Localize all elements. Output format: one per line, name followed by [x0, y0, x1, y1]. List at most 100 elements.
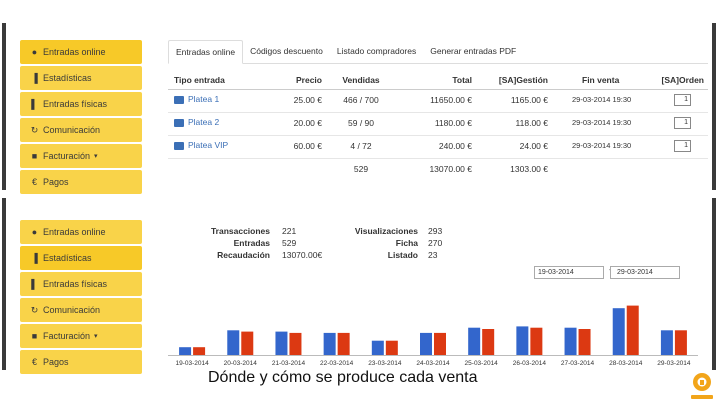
sidebar-item-label: Estadísticas: [43, 253, 92, 263]
sidebar-bottom-item-3[interactable]: ↻ Comunicación: [20, 298, 142, 322]
stat-label: Listado: [387, 250, 418, 260]
sidebar-item-label: Comunicación: [43, 125, 101, 135]
sidebar-item-label: Entradas online: [43, 227, 106, 237]
orden-input[interactable]: 1: [674, 94, 691, 106]
stat-label: Transacciones: [210, 226, 270, 236]
tab-codigos-descuento[interactable]: Códigos descuento: [250, 46, 323, 56]
right-divider-bottom: [712, 198, 716, 370]
tipo-cell[interactable]: Platea 1: [174, 94, 219, 104]
sidebar-item-label: Estadísticas: [43, 73, 92, 83]
header-total[interactable]: Total: [452, 75, 472, 85]
tab-listado-compradores[interactable]: Listado compradores: [336, 46, 417, 56]
header-fin-venta[interactable]: Fin venta: [582, 75, 620, 85]
sidebar-item-label: Entradas físicas: [43, 279, 108, 289]
sidebar-top-item-5[interactable]: € Pagos: [20, 170, 142, 194]
edit-icon[interactable]: [174, 118, 184, 127]
header-vendidas[interactable]: Vendidas: [342, 75, 380, 85]
bar-22-03-2014-series-1[interactable]: [337, 332, 350, 355]
bar-29-03-2014-series-0[interactable]: [660, 330, 673, 355]
header-precio[interactable]: Precio: [296, 75, 322, 85]
x-tick-label: 29-03-2014: [657, 360, 691, 367]
refresh-icon: ↻: [30, 304, 39, 315]
bar-26-03-2014-series-1[interactable]: [530, 327, 543, 355]
tab-entradas-online[interactable]: Entradas online: [168, 40, 244, 64]
slide-caption: Dónde y cómo se produce cada venta: [208, 369, 478, 386]
globe-icon: ●: [31, 47, 38, 57]
sidebar-item-label: Entradas físicas: [43, 99, 108, 109]
sidebar-top-item-0[interactable]: ● Entradas online: [20, 40, 142, 64]
gestion-cell: 1165.00 €: [510, 95, 548, 105]
x-tick-label: 19-03-2014: [175, 360, 209, 367]
bar-25-03-2014-series-1[interactable]: [482, 329, 495, 355]
inbox-icon: ■: [31, 151, 38, 161]
bar-28-03-2014-series-0[interactable]: [612, 308, 625, 355]
sidebar-top-item-3[interactable]: ↻ Comunicación: [20, 118, 142, 142]
bar-20-03-2014-series-0[interactable]: [227, 330, 240, 355]
sidebar-item-label: Comunicación: [43, 305, 101, 315]
bar-28-03-2014-series-1[interactable]: [626, 305, 639, 355]
table-row: Platea VIP 60.00 € 4 / 72 240.00 € 24.00…: [168, 136, 708, 159]
sidebar-top-item-1[interactable]: ▐ Estadísticas: [20, 66, 142, 90]
sidebar-top: ● Entradas online ▐ Estadísticas ▌ Entradas f…: [20, 40, 142, 196]
header-gestion[interactable]: [SA]Gestión: [498, 75, 548, 85]
tipo-cell[interactable]: Platea 2: [174, 117, 219, 127]
bar-19-03-2014-series-0[interactable]: [179, 347, 192, 355]
bar-22-03-2014-series-0[interactable]: [323, 332, 336, 355]
orden-input[interactable]: 1: [674, 140, 691, 152]
ticket-table: Tipo entrada Precio Vendidas Total [SA]G…: [168, 70, 708, 182]
table-row: Platea 1 25.00 € 466 / 700 11650.00 € 11…: [168, 90, 708, 113]
gestion-cell: 118.00 €: [515, 118, 548, 128]
bar-29-03-2014-series-1[interactable]: [674, 330, 687, 355]
sidebar-bottom: ● Entradas online ▐ Estadísticas ▌ Entradas f…: [20, 220, 142, 376]
date-from-input[interactable]: 19-03-2014: [534, 266, 604, 279]
table-row: Platea 2 20.00 € 59 / 90 1180.00 € 118.0…: [168, 113, 708, 136]
refresh-icon: ↻: [30, 124, 39, 135]
header-tipo[interactable]: Tipo entrada: [174, 75, 225, 85]
x-tick-label: 28-03-2014: [609, 360, 643, 367]
euro-icon: €: [31, 177, 37, 187]
fin-venta-cell: 29-03-2014 19:30: [572, 141, 632, 150]
chevron-down-icon: ▾: [94, 333, 98, 340]
sidebar-bottom-item-0[interactable]: ● Entradas online: [20, 220, 142, 244]
bar-23-03-2014-series-0[interactable]: [371, 340, 384, 355]
x-tick-label: 27-03-2014: [561, 360, 595, 367]
tab-generar-pdf[interactable]: Generar entradas PDF: [430, 46, 517, 56]
sidebar-bottom-item-2[interactable]: ▌ Entradas físicas: [20, 272, 142, 296]
stat-value: 529: [282, 238, 297, 248]
date-to-input[interactable]: 29-03-2014: [610, 266, 680, 279]
bar-27-03-2014-series-1[interactable]: [578, 329, 591, 355]
bar-21-03-2014-series-1[interactable]: [289, 332, 302, 355]
orden-input[interactable]: 1: [674, 117, 691, 129]
tab-bar: Entradas online Códigos descuento Listad…: [168, 40, 708, 64]
bar-21-03-2014-series-0[interactable]: [275, 331, 288, 355]
stat-value: 23: [428, 250, 438, 260]
bar-23-03-2014-series-1[interactable]: [385, 340, 398, 355]
edit-icon[interactable]: [174, 141, 184, 150]
right-divider-top: [712, 23, 716, 190]
bar-19-03-2014-series-1[interactable]: [193, 347, 206, 355]
precio-cell: 20.00 €: [293, 118, 322, 128]
sidebar-bottom-item-4[interactable]: ■ Facturación ▾: [20, 324, 142, 348]
tipo-cell[interactable]: Platea VIP: [174, 140, 228, 150]
sidebar-bottom-item-1[interactable]: ▐ Estadísticas: [20, 246, 142, 270]
file-icon: ▌: [31, 279, 38, 289]
sidebar-top-item-2[interactable]: ▌ Entradas físicas: [20, 92, 142, 116]
precio-cell: 60.00 €: [293, 141, 322, 151]
tipo-link[interactable]: Platea 1: [188, 94, 220, 104]
tipo-link[interactable]: Platea 2: [188, 117, 220, 127]
bar-24-03-2014-series-0[interactable]: [420, 332, 432, 355]
brand-logo-icon: [691, 373, 713, 399]
bar-26-03-2014-series-0[interactable]: [516, 326, 529, 355]
sidebar-top-item-4[interactable]: ■ Facturación ▾: [20, 144, 142, 168]
bar-25-03-2014-series-0[interactable]: [468, 327, 481, 355]
stat-label: Entradas: [233, 238, 270, 248]
tipo-link[interactable]: Platea VIP: [188, 140, 229, 150]
bar-20-03-2014-series-1[interactable]: [241, 331, 254, 355]
globe-icon: ●: [31, 227, 38, 237]
stats-panel: ● Entradas online ▐ Estadísticas ▌ Entradas f…: [20, 220, 710, 374]
edit-icon[interactable]: [174, 95, 184, 104]
sidebar-bottom-item-5[interactable]: € Pagos: [20, 350, 142, 374]
bar-24-03-2014-series-1[interactable]: [434, 332, 446, 355]
bar-27-03-2014-series-0[interactable]: [564, 327, 577, 355]
header-orden[interactable]: [SA]Orden: [661, 75, 705, 85]
